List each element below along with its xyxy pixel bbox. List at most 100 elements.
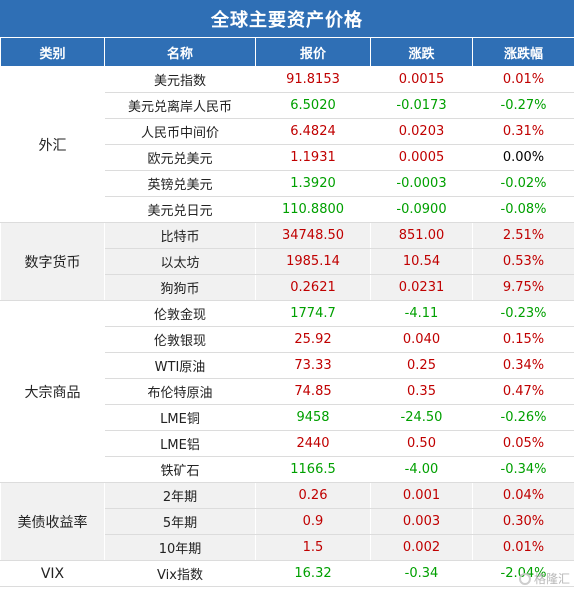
watermark-text: 格隆汇 bbox=[533, 572, 570, 586]
change-percent-cell: 2.51% bbox=[472, 222, 574, 249]
price-cell: 16.32 bbox=[255, 560, 371, 587]
name-cell: LME铜 bbox=[104, 404, 256, 431]
price-cell: 1.1931 bbox=[255, 144, 371, 171]
table-row: 5年期 0.9 0.003 0.30% bbox=[1, 508, 574, 535]
table-row: 狗狗币 0.2621 0.0231 9.75% bbox=[1, 274, 574, 301]
change-cell: -24.50 bbox=[370, 404, 473, 431]
table-row: 布伦特原油 74.85 0.35 0.47% bbox=[1, 378, 574, 405]
name-cell: 铁矿石 bbox=[104, 456, 256, 483]
change-cell: -0.34 bbox=[370, 560, 473, 587]
table-row: 外汇 美元指数 91.8153 0.0015 0.01% bbox=[0, 66, 574, 223]
name-cell: 5年期 bbox=[104, 508, 256, 535]
category-cell: VIX bbox=[0, 560, 105, 587]
price-cell: 6.5020 bbox=[255, 92, 371, 119]
change-cell: -0.0003 bbox=[370, 170, 473, 197]
watermark: 格隆汇 bbox=[518, 570, 570, 587]
price-cell: 74.85 bbox=[255, 378, 371, 405]
table-row: 大宗商品 伦敦金现 1774.7 -4.11 -0.23% bbox=[0, 300, 574, 483]
header-name: 名称 bbox=[104, 37, 256, 67]
change-percent-cell: 0.01% bbox=[472, 534, 574, 561]
name-cell: 伦敦银现 bbox=[104, 326, 256, 353]
name-cell: 伦敦金现 bbox=[104, 300, 256, 327]
change-percent-cell: 0.05% bbox=[472, 430, 574, 457]
change-cell: 0.35 bbox=[370, 378, 473, 405]
price-cell: 1985.14 bbox=[255, 248, 371, 275]
name-cell: 以太坊 bbox=[104, 248, 256, 275]
name-cell: 美元兑日元 bbox=[104, 196, 256, 223]
change-percent-cell: 0.00% bbox=[472, 144, 574, 171]
category-cell: 外汇 bbox=[0, 66, 105, 223]
header-category: 类别 bbox=[0, 37, 105, 67]
header-change: 涨跌 bbox=[370, 37, 473, 67]
price-cell: 34748.50 bbox=[255, 222, 371, 249]
change-percent-cell: 0.01% bbox=[472, 66, 574, 93]
name-cell: Vix指数 bbox=[104, 560, 256, 587]
name-cell: 人民币中间价 bbox=[104, 118, 256, 145]
change-percent-cell: 0.30% bbox=[472, 508, 574, 535]
name-cell: 英镑兑美元 bbox=[104, 170, 256, 197]
change-cell: 0.002 bbox=[370, 534, 473, 561]
change-percent-cell: 0.53% bbox=[472, 248, 574, 275]
price-cell: 110.8800 bbox=[255, 196, 371, 223]
change-percent-cell: -0.34% bbox=[472, 456, 574, 483]
name-cell: 狗狗币 bbox=[104, 274, 256, 301]
header-price: 报价 bbox=[255, 37, 371, 67]
price-cell: 2440 bbox=[255, 430, 371, 457]
header-change-percent: 涨跌幅 bbox=[472, 37, 574, 67]
table-row: 数字货币 比特币 34748.50 851.00 2.51% bbox=[0, 222, 574, 301]
table-row: 美债收益率 2年期 0.26 0.001 0.04% bbox=[0, 482, 574, 561]
price-cell: 0.9 bbox=[255, 508, 371, 535]
name-cell: LME铝 bbox=[104, 430, 256, 457]
change-cell: 0.0015 bbox=[370, 66, 473, 93]
price-cell: 6.4824 bbox=[255, 118, 371, 145]
change-cell: 0.25 bbox=[370, 352, 473, 379]
change-cell: 10.54 bbox=[370, 248, 473, 275]
watermark-logo-icon bbox=[518, 572, 531, 585]
name-cell: 欧元兑美元 bbox=[104, 144, 256, 171]
table-row: LME铝 2440 0.50 0.05% bbox=[1, 430, 574, 457]
change-cell: -4.00 bbox=[370, 456, 473, 483]
price-cell: 1.3920 bbox=[255, 170, 371, 197]
price-cell: 73.33 bbox=[255, 352, 371, 379]
table-row: 伦敦银现 25.92 0.040 0.15% bbox=[1, 326, 574, 353]
table-row: 以太坊 1985.14 10.54 0.53% bbox=[1, 248, 574, 275]
name-cell: 布伦特原油 bbox=[104, 378, 256, 405]
table-row: 人民币中间价 6.4824 0.0203 0.31% bbox=[1, 118, 574, 145]
change-cell: 0.0203 bbox=[370, 118, 473, 145]
change-percent-cell: -0.27% bbox=[472, 92, 574, 119]
price-cell: 1.5 bbox=[255, 534, 371, 561]
price-cell: 0.2621 bbox=[255, 274, 371, 301]
change-percent-cell: 0.04% bbox=[472, 482, 574, 509]
change-percent-cell: 0.15% bbox=[472, 326, 574, 353]
change-percent-cell: -0.26% bbox=[472, 404, 574, 431]
price-cell: 0.26 bbox=[255, 482, 371, 509]
page-title: 全球主要资产价格 bbox=[0, 0, 574, 37]
change-cell: 0.003 bbox=[370, 508, 473, 535]
name-cell: 2年期 bbox=[104, 482, 256, 509]
table-row: 美元兑离岸人民币 6.5020 -0.0173 -0.27% bbox=[1, 92, 574, 119]
price-cell: 91.8153 bbox=[255, 66, 371, 93]
name-cell: 10年期 bbox=[104, 534, 256, 561]
change-cell: 0.001 bbox=[370, 482, 473, 509]
category-cell: 大宗商品 bbox=[0, 300, 105, 483]
price-cell: 9458 bbox=[255, 404, 371, 431]
name-cell: 美元兑离岸人民币 bbox=[104, 92, 256, 119]
name-cell: 比特币 bbox=[104, 222, 256, 249]
change-cell: 0.0005 bbox=[370, 144, 473, 171]
change-cell: -0.0173 bbox=[370, 92, 473, 119]
change-cell: -0.0900 bbox=[370, 196, 473, 223]
table-body: 外汇 美元指数 91.8153 0.0015 0.01% 美元兑离岸人民币 6.5020 -0… bbox=[0, 66, 574, 587]
asset-price-table: 类别 名称 报价 涨跌 涨跌幅 外汇 美元指数 91.8153 0.0015 0.01%… bbox=[0, 37, 574, 587]
table-header-row: 类别 名称 报价 涨跌 涨跌幅 bbox=[0, 37, 574, 67]
table-row: WTI原油 73.33 0.25 0.34% bbox=[1, 352, 574, 379]
price-cell: 25.92 bbox=[255, 326, 371, 353]
change-cell: 0.50 bbox=[370, 430, 473, 457]
change-cell: 0.040 bbox=[370, 326, 473, 353]
change-cell: -4.11 bbox=[370, 300, 473, 327]
name-cell: WTI原油 bbox=[104, 352, 256, 379]
change-percent-cell: 0.31% bbox=[472, 118, 574, 145]
category-cell: 美债收益率 bbox=[0, 482, 105, 561]
price-cell: 1166.5 bbox=[255, 456, 371, 483]
change-percent-cell: 9.75% bbox=[472, 274, 574, 301]
change-percent-cell: -0.08% bbox=[472, 196, 574, 223]
